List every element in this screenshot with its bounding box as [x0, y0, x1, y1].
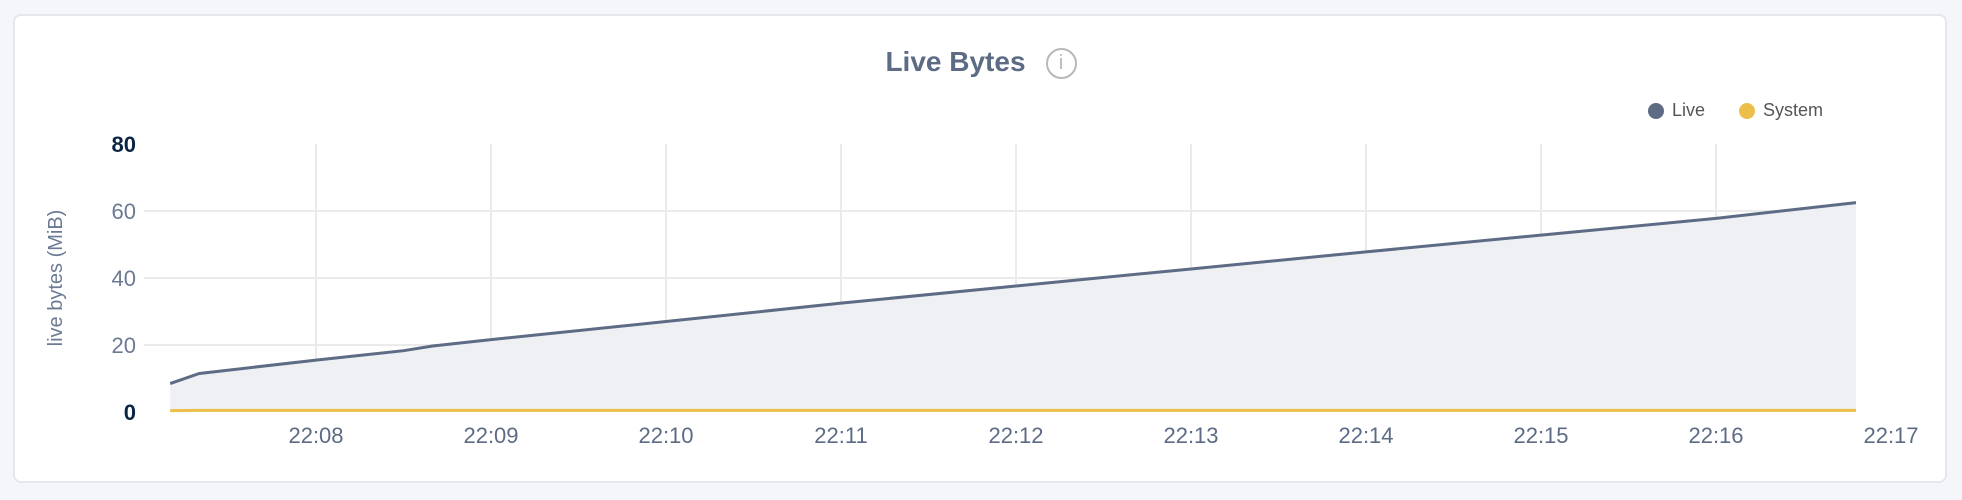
- legend-dot-icon: [1648, 102, 1664, 119]
- line-live: [169, 201, 1857, 385]
- x-tick-label: 22:14: [1338, 423, 1393, 448]
- x-tick-label: 22:13: [1163, 423, 1218, 448]
- x-tick-label: 22:12: [988, 423, 1043, 448]
- x-tick-label: 22:08: [288, 423, 343, 448]
- x-tick-label: 22:09: [463, 423, 518, 448]
- y-tick-label: 0: [124, 400, 136, 425]
- legend-label: System: [1763, 100, 1824, 120]
- area-live: [170, 202, 1857, 412]
- x-tick-label: 22:17: [1863, 423, 1918, 448]
- x-tick-label: 22:16: [1688, 423, 1743, 448]
- x-tick-label: 22:10: [638, 423, 693, 448]
- info-circle-icon[interactable]: i: [1045, 48, 1077, 80]
- y-tick-label: 60: [112, 199, 136, 224]
- y-axis-label: live bytes (MiB): [45, 210, 67, 347]
- x-tick-label: 22:15: [1513, 423, 1568, 448]
- legend-item-system[interactable]: System: [1739, 100, 1823, 121]
- chart-title: Live Bytes: [885, 46, 1026, 77]
- y-tick-label: 80: [112, 132, 136, 157]
- legend-dot-icon: [1739, 102, 1756, 119]
- x-tick-label: 22:11: [814, 423, 867, 448]
- y-tick-label: 20: [112, 333, 136, 358]
- chart-title-row: Live Bytes i: [0, 46, 1962, 80]
- legend-label: Live: [1672, 100, 1706, 120]
- legend-item-live[interactable]: Live: [1648, 100, 1705, 121]
- legend: Live System: [1648, 100, 1823, 121]
- y-tick-label: 40: [112, 266, 136, 291]
